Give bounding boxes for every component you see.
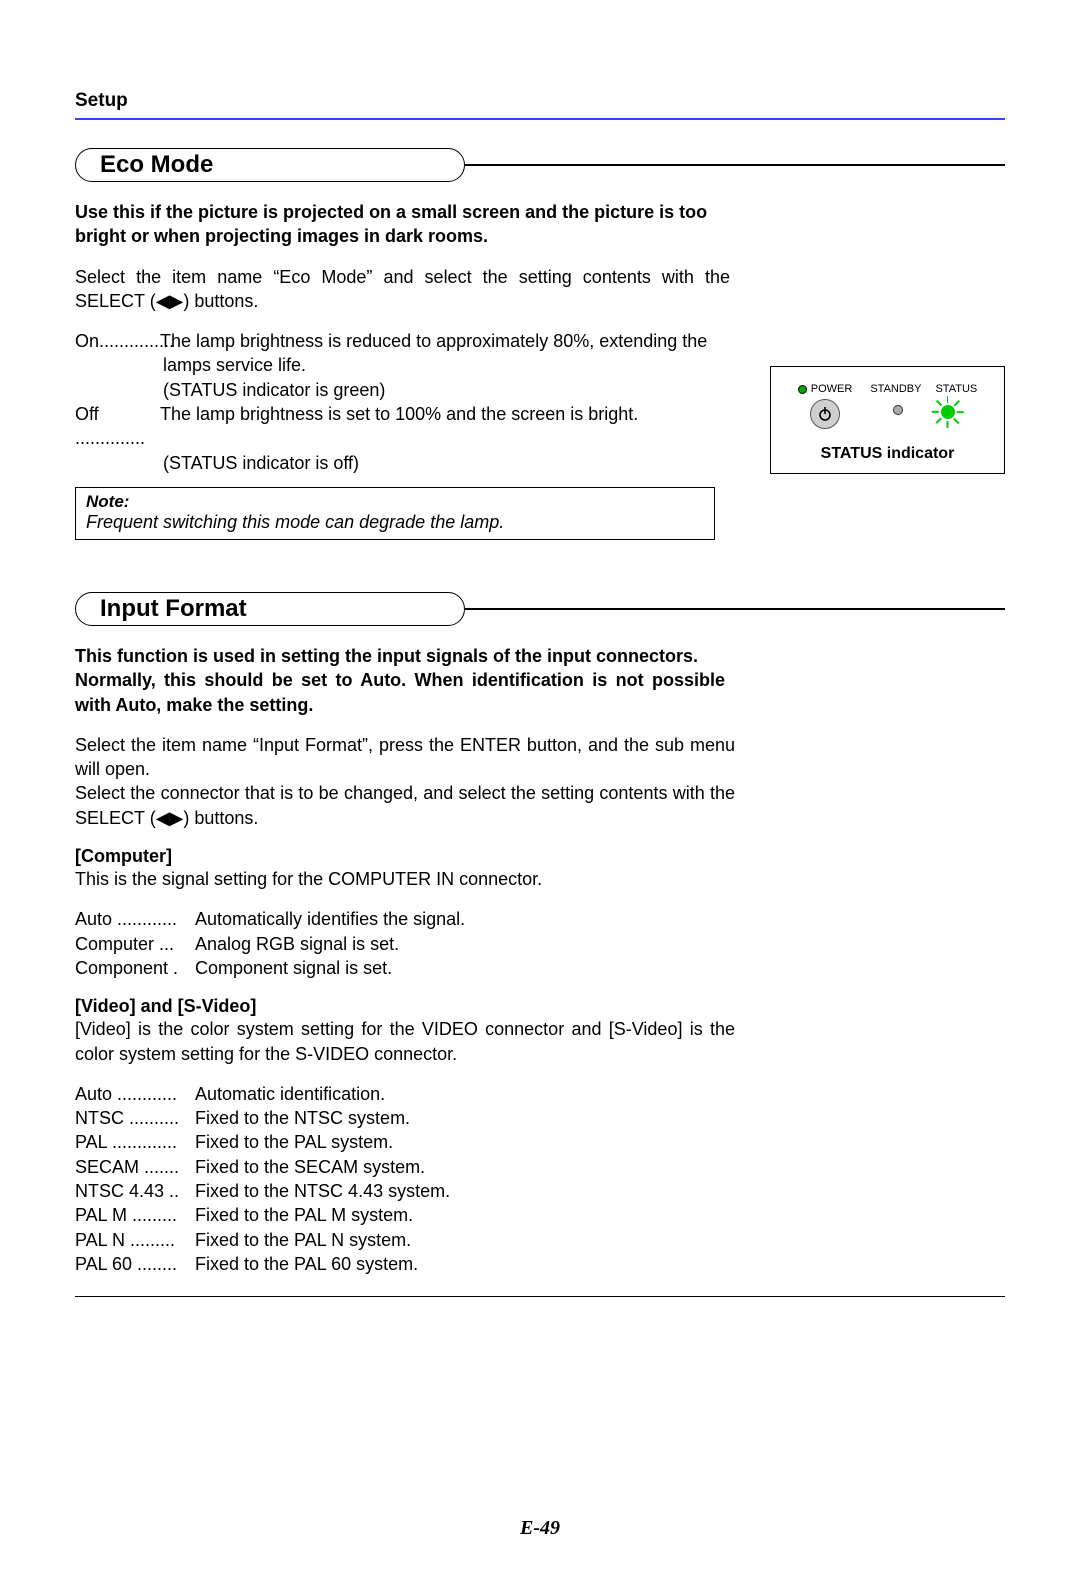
power-label: POWER [811,383,853,395]
computer-opt-def: Analog RGB signal is set. [195,932,1005,956]
footer-rule [75,1296,1005,1297]
power-group: POWER [798,383,853,429]
led-row [870,401,977,419]
video-opt-def: Fixed to the NTSC system. [195,1106,1005,1130]
eco-right: POWER STANDBY STATUS [770,200,1005,474]
video-opt-row: NTSC 4.43 ..Fixed to the NTSC 4.43 syste… [75,1179,1005,1203]
right-led-group: STANDBY STATUS [870,383,977,419]
video-opt-term: PAL 60 ........ [75,1252,195,1276]
eco-off-cont1: (STATUS indicator is off) [163,451,730,475]
eco-intro: Use this if the picture is projected on … [75,200,725,249]
status-indicator-box: POWER STANDBY STATUS [770,366,1005,474]
video-opt-term: NTSC .......... [75,1106,195,1130]
eco-on-term-text: On [75,331,99,351]
video-opt-def: Fixed to the PAL 60 system. [195,1252,1005,1276]
video-opt-row: SECAM .......Fixed to the SECAM system. [75,1155,1005,1179]
eco-left: Use this if the picture is projected on … [75,200,730,580]
eco-off-def: The lamp brightness is set to 100% and t… [160,402,730,451]
indicator-inner: POWER STANDBY STATUS [781,383,994,429]
video-opt-row: NTSC ..........Fixed to the NTSC system. [75,1106,1005,1130]
eco-select-line: Select the item name “Eco Mode” and sele… [75,265,730,314]
status-label: STATUS [935,383,977,395]
input-heading-row: Input Format [75,592,1005,626]
eco-on-row: On............... The lamp brightness is… [75,329,730,353]
eco-two-col: Use this if the picture is projected on … [75,200,1005,580]
page-number: E-49 [75,1517,1005,1540]
video-p: [Video] is the color system setting for … [75,1017,735,1066]
computer-options: Auto ............Automatically identifie… [75,907,1005,980]
video-opt-term: NTSC 4.43 .. [75,1179,195,1203]
video-opt-row: PAL .............Fixed to the PAL system… [75,1130,1005,1154]
video-opt-def: Fixed to the SECAM system. [195,1155,1005,1179]
video-opt-term: SECAM ....... [75,1155,195,1179]
computer-p: This is the signal setting for the COMPU… [75,867,615,891]
video-head: [Video] and [S-Video] [75,996,1005,1017]
right-labels: STANDBY STATUS [870,383,977,395]
video-opt-term: Auto ............ [75,1082,195,1106]
video-opt-term: PAL M ......... [75,1203,195,1227]
indicator-caption: STATUS indicator [781,445,994,463]
video-opt-def: Fixed to the PAL M system. [195,1203,1005,1227]
input-p2: Select the connector that is to be chang… [75,781,735,830]
header-rule [75,118,1005,120]
eco-off-term-text: Off [75,404,99,424]
video-opt-row: PAL N .........Fixed to the PAL N system… [75,1228,1005,1252]
eco-off-term: Off .............. [75,402,160,451]
computer-opt-term: Auto ............ [75,907,195,931]
computer-opt-row: Auto ............Automatically identifie… [75,907,1005,931]
video-opt-row: PAL 60 ........Fixed to the PAL 60 syste… [75,1252,1005,1276]
video-opt-term: PAL ............. [75,1130,195,1154]
eco-note-body: Frequent switching this mode can degrade… [86,512,704,533]
eco-heading-line [465,164,1005,166]
eco-note-box: Note: Frequent switching this mode can d… [75,487,715,540]
computer-head: [Computer] [75,846,1005,867]
eco-on-cont2: (STATUS indicator is green) [163,378,730,402]
power-button-icon [810,399,840,429]
eco-heading: Eco Mode [75,148,465,182]
computer-opt-row: Computer ...Analog RGB signal is set. [75,932,1005,956]
computer-opt-term: Component . [75,956,195,980]
video-opt-term: PAL N ......... [75,1228,195,1252]
standby-led-icon [893,405,903,415]
computer-opt-def: Component signal is set. [195,956,1005,980]
computer-opt-def: Automatically identifies the signal. [195,907,1005,931]
input-heading-line [465,608,1005,610]
input-intro: This function is used in setting the inp… [75,644,725,717]
input-p1: Select the item name “Input Format”, pre… [75,733,735,782]
video-opt-def: Automatic identification. [195,1082,1005,1106]
power-label-row: POWER [798,383,853,395]
eco-on-term: On............... [75,329,160,353]
eco-note-label: Note: [86,492,704,512]
video-opt-row: PAL M .........Fixed to the PAL M system… [75,1203,1005,1227]
manual-page: Setup Eco Mode Use this if the picture i… [0,0,1080,1580]
power-symbol-icon [817,406,833,422]
eco-off-row: Off .............. The lamp brightness i… [75,402,730,451]
video-opt-def: Fixed to the PAL N system. [195,1228,1005,1252]
power-led-icon [798,385,807,394]
video-opt-row: Auto ............Automatic identificatio… [75,1082,1005,1106]
eco-off-dots: .............. [75,428,145,448]
standby-label: STANDBY [870,383,921,395]
status-led-icon [941,405,955,419]
video-opt-def: Fixed to the PAL system. [195,1130,1005,1154]
eco-on-cont1: lamps service life. [163,353,730,377]
eco-heading-row: Eco Mode [75,148,1005,182]
input-heading: Input Format [75,592,465,626]
video-options: Auto ............Automatic identificatio… [75,1082,1005,1276]
video-opt-def: Fixed to the NTSC 4.43 system. [195,1179,1005,1203]
computer-opt-row: Component .Component signal is set. [75,956,1005,980]
computer-opt-term: Computer ... [75,932,195,956]
page-header: Setup [75,90,1005,112]
eco-on-def: The lamp brightness is reduced to approx… [160,329,730,353]
